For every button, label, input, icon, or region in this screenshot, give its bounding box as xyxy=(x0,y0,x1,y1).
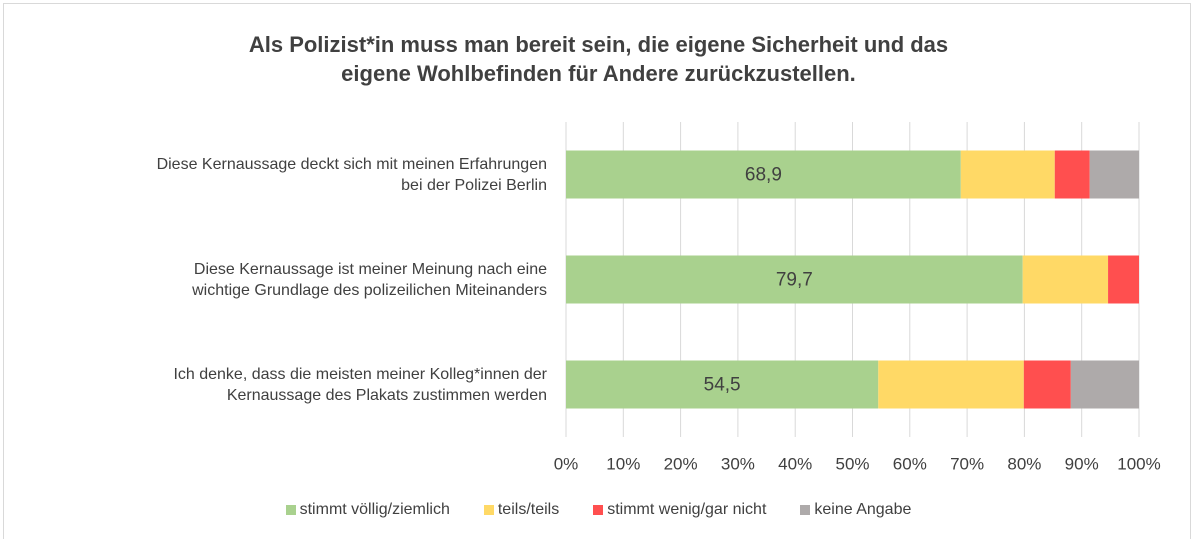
category-label: Ich denke, dass die meisten meiner Kolle… xyxy=(173,365,547,404)
category-label: Diese Kernaussage ist meiner Meinung nac… xyxy=(192,260,547,299)
legend-item: stimmt völlig/ziemlich xyxy=(285,501,450,519)
bar-segment xyxy=(566,360,879,409)
bar-segment xyxy=(1108,255,1139,304)
x-tick-label: 0% xyxy=(554,454,579,473)
legend: stimmt völlig/ziemlich teils/teils stimmt … xyxy=(0,501,1197,519)
legend-label: stimmt völlig/ziemlich xyxy=(299,501,450,518)
bar-segment xyxy=(566,150,961,199)
x-tick-label: 40% xyxy=(778,454,812,473)
x-tick-label: 30% xyxy=(721,454,755,473)
legend-swatch xyxy=(285,505,296,515)
bar-segment xyxy=(1070,360,1139,409)
bar-segment xyxy=(1022,255,1109,304)
bar-segment xyxy=(1023,360,1071,409)
data-label: 68,9 xyxy=(745,165,782,186)
bar-segment xyxy=(878,360,1024,409)
legend-label: keine Angabe xyxy=(814,501,912,518)
bar-segment xyxy=(960,150,1055,199)
bar-segment xyxy=(1089,150,1139,199)
legend-swatch xyxy=(483,505,494,515)
x-tick-label: 10% xyxy=(606,454,640,473)
x-tick-label: 50% xyxy=(835,454,869,473)
x-tick-label: 80% xyxy=(1007,454,1041,473)
x-tick-label: 60% xyxy=(893,454,927,473)
bar-segment xyxy=(1054,150,1090,199)
legend-swatch xyxy=(593,505,604,515)
x-tick-label: 90% xyxy=(1065,454,1099,473)
bar-segment xyxy=(566,255,1023,304)
x-tick-label: 70% xyxy=(950,454,984,473)
x-tick-label: 100% xyxy=(1117,454,1160,473)
data-label: 79,7 xyxy=(776,270,813,291)
legend-label: stimmt wenig/gar nicht xyxy=(607,501,767,518)
x-tick-label: 20% xyxy=(664,454,698,473)
legend-item: stimmt wenig/gar nicht xyxy=(593,501,766,519)
data-label: 54,5 xyxy=(704,375,741,396)
legend-item: teils/teils xyxy=(483,501,560,519)
legend-label: teils/teils xyxy=(497,501,560,518)
category-label: Diese Kernaussage deckt sich mit meinen … xyxy=(156,155,547,194)
chart-frame xyxy=(3,3,1191,539)
chart-title: Als Polizist*in muss man bereit sein, di… xyxy=(248,32,949,86)
legend-item: keine Angabe xyxy=(800,501,911,519)
legend-swatch xyxy=(800,505,811,515)
